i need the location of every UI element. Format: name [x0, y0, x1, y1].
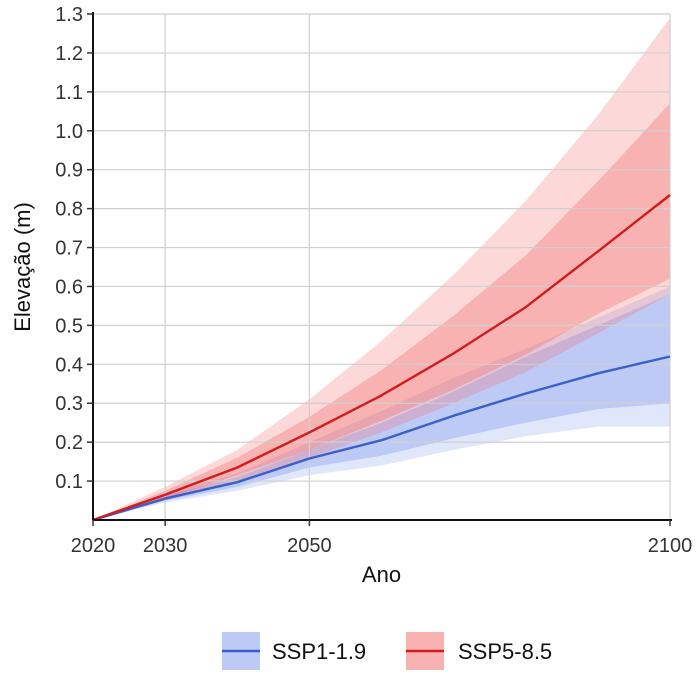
series-lines [92, 194, 671, 522]
ssp1-1-9-legend-label: SSP1-1.9 [272, 639, 366, 664]
ssp5-8-5-legend-label: SSP5-8.5 [458, 639, 552, 664]
y-tick-label: 1.1 [55, 82, 83, 104]
ssp5-8-5-likely-band [93, 103, 670, 520]
legend: SSP1-1.9 SSP5-8.5 [222, 632, 552, 670]
y-tick-label: 0.4 [55, 354, 83, 376]
y-tick-label: 0.6 [55, 276, 83, 298]
ssp1-1-9-line [92, 355, 671, 522]
uncertainty-bands [93, 17, 670, 521]
y-tick-label: 0.3 [55, 393, 83, 415]
y-tick-label: 0.8 [55, 199, 83, 221]
ssp5-8-5-very-likely-band [93, 17, 670, 521]
y-tick-label: 1.0 [55, 121, 83, 143]
y-tick-label: 0.9 [55, 160, 83, 182]
x-tick-label: 2020 [71, 535, 116, 557]
y-tick-label: 1.2 [55, 43, 83, 65]
y-axis-title: Elevação (m) [10, 202, 35, 332]
x-tick-label: 2030 [143, 535, 188, 557]
axes [87, 12, 672, 526]
x-axis-title: Ano [362, 562, 401, 587]
y-tick-label: 0.1 [55, 471, 83, 493]
y-tick-label: 0.7 [55, 238, 83, 260]
ssp5-8-5-line [92, 194, 671, 522]
tick-labels: 0.1 0.2 0.3 0.4 0.5 0.6 0.7 0.8 0.9 1.0 1.1 1.2 1.3 2… [55, 4, 692, 557]
x-tick-label: 2050 [287, 535, 332, 557]
y-tick-label: 1.3 [55, 4, 83, 26]
ssp1-1-9-likely-band [93, 294, 670, 520]
y-tick-label: 0.2 [55, 432, 83, 454]
grid-lines [92, 13, 671, 520]
x-tick-label: 2100 [648, 535, 693, 557]
y-tick-label: 0.5 [55, 315, 83, 337]
